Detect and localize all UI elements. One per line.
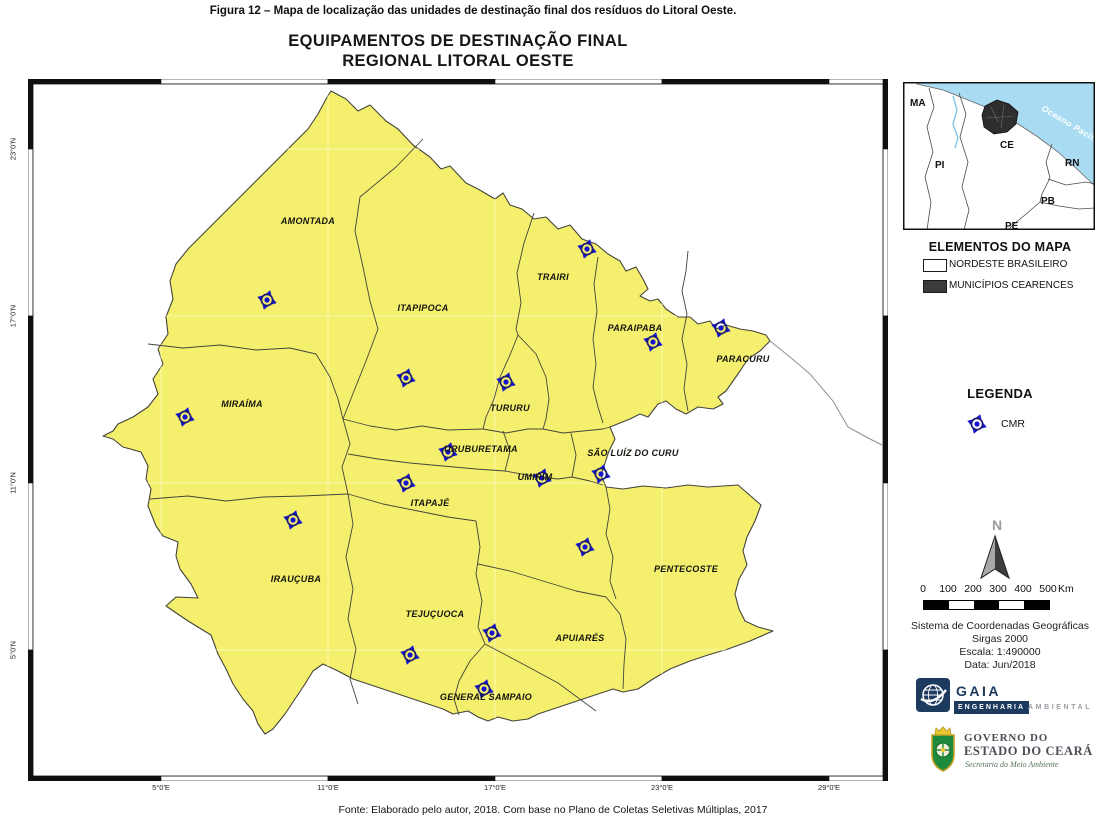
legend-item-municipios: MUNICÍPIOS CEARENCES [903, 280, 1097, 296]
gaia-logo: GAIA ENGENHARIA AMBIENTAL [916, 678, 1096, 720]
legend-item-label: NORDESTE BRASILEIRO [949, 259, 1068, 270]
scale-tick-label: 0 [920, 583, 926, 595]
figure-caption: Figura 12 – Mapa de localização das unid… [209, 5, 737, 17]
scale-bar-segment [974, 601, 999, 609]
map-elements-legend: ELEMENTOS DO MAPA NORDESTE BRASILEIRO MU… [903, 240, 1097, 296]
scale-tick-label: 400 [1014, 583, 1032, 595]
meta-crs: Sistema de Coordenadas Geográficas [910, 620, 1090, 632]
municipality-label-apuiares: APUIARÉS [555, 633, 605, 643]
y-axis-label: 17°0'N [8, 304, 18, 328]
map-metadata: Sistema de Coordenadas Geográficas Sirga… [900, 620, 1100, 672]
meta-scale: Escala: 1:490000 [959, 646, 1041, 658]
scale-bar-segment [949, 601, 974, 609]
gaia-name: GAIA [956, 683, 1001, 699]
cmr-icon [964, 411, 990, 437]
y-axis-label: 23°0'N [8, 137, 18, 161]
scale-tick-label: 300 [989, 583, 1007, 595]
legend-block: LEGENDA CMR [903, 386, 1097, 441]
x-axis-label: 17°0'E [484, 783, 506, 792]
municipality-label-pentecoste: PENTECOSTE [654, 564, 719, 574]
municipality-label-umirim: UMIRIM [518, 472, 553, 482]
north-label: N [991, 517, 1003, 533]
legend-cmr-row: CMR [903, 411, 1097, 441]
state-label-ce: CE [1000, 140, 1014, 151]
source-caption: Fonte: Elaborado pelo autor, 2018. Com b… [338, 804, 768, 816]
state-label-pb: PB [1041, 196, 1055, 207]
cmr-label: CMR [1001, 418, 1025, 430]
municipality-label-itapipoca: ITAPIPOCA [397, 303, 448, 313]
meta-date: Data: Jun/2018 [964, 659, 1036, 671]
meta-datum: Sirgas 2000 [971, 633, 1029, 645]
municipality-label-paracuru: PARACURU [716, 354, 769, 364]
municipality-label-sao-luiz-do-curu: SÃO LUÍZ DO CURU [587, 448, 678, 458]
state-label-pi: PI [935, 160, 945, 171]
gaia-globe-icon [916, 678, 950, 712]
x-axis-label: 29°0'E [818, 783, 840, 792]
scale-tick-label: 200 [964, 583, 982, 595]
y-axis-label: 5°0'N [8, 640, 18, 660]
municipality-label-tejucuoca: TEJUÇUOCA [406, 609, 465, 619]
scale-bar-segment [1024, 601, 1049, 609]
municipality-label-paraipaba: PARAIPABA [608, 323, 663, 333]
litoral-oeste-region [102, 90, 774, 735]
dark-swatch [923, 280, 947, 293]
governo-line1: GOVERNO DO [964, 732, 1049, 744]
state-borders [924, 87, 1095, 230]
main-map: AMONTADA ITAPIPOCA TRAIRI PARAIPABA PARACURU… [28, 79, 888, 781]
map-title-line1: EQUIPAMENTOS DE DESTINAÇÃO FINAL [288, 32, 628, 50]
x-axis-label: 23°0'E [651, 783, 673, 792]
legend-title: LEGENDA [967, 386, 1033, 401]
scale-bar: Km 0 100 200 300 400 500 [910, 583, 1090, 615]
governo-line3: Secretaria do Meio Ambiente [965, 760, 1059, 769]
scale-bar-segment [999, 601, 1024, 609]
municipality-label-miraima: MIRAÍMA [221, 399, 263, 409]
x-axis-label: 11°0'E [317, 783, 339, 792]
ocean [916, 82, 1095, 187]
municipality-label-iraucuba: IRAUÇUBA [271, 574, 321, 584]
ceara-crest-icon [931, 726, 955, 772]
legend-item-nordeste: NORDESTE BRASILEIRO [903, 259, 1097, 275]
scale-unit: Km [1058, 583, 1074, 595]
municipality-label-trairi: TRAIRI [537, 272, 569, 282]
x-axis-label: 5°0'E [152, 783, 170, 792]
state-label-ma: MA [910, 98, 926, 109]
coastline [769, 340, 883, 446]
governo-ceara-logo: GOVERNO DO ESTADO DO CEARÁ Secretaria do… [928, 726, 1103, 778]
north-arrow-icon [980, 534, 1010, 580]
map-title-line2: REGIONAL LITORAL OESTE [342, 52, 574, 70]
governo-line2: ESTADO DO CEARÁ [964, 744, 1093, 758]
river [952, 95, 959, 149]
y-axis-label: 11°0'N [8, 472, 18, 494]
gaia-engenharia: ENGENHARIA [954, 701, 1030, 714]
municipality-label-uruburetama: URUBURETAMA [444, 444, 518, 454]
municipality-label-general-sampaio: GENERAL SAMPAIO [440, 692, 532, 702]
scale-tick-label: 500 [1039, 583, 1057, 595]
legend-item-label: MUNICÍPIOS CEARENCES [949, 280, 1074, 291]
state-label-rn: RN [1065, 158, 1079, 169]
municipality-label-amontada: AMONTADA [280, 216, 335, 226]
scale-bar-band [923, 600, 1050, 610]
white-swatch [923, 259, 947, 272]
municipality-borders [147, 138, 689, 716]
municipality-label-tururu: TURURU [490, 403, 530, 413]
municipality-label-itapaje: ITAPAJÉ [411, 498, 450, 508]
map-title: EQUIPAMENTOS DE DESTINAÇÃO FINAL REGIONA… [28, 31, 888, 71]
scale-tick-label: 100 [939, 583, 957, 595]
scale-bar-segment [924, 601, 949, 609]
gaia-ambiental: AMBIENTAL [1028, 704, 1093, 711]
map-elements-title: ELEMENTOS DO MAPA [928, 240, 1072, 254]
state-label-pe: PE [1005, 221, 1019, 230]
